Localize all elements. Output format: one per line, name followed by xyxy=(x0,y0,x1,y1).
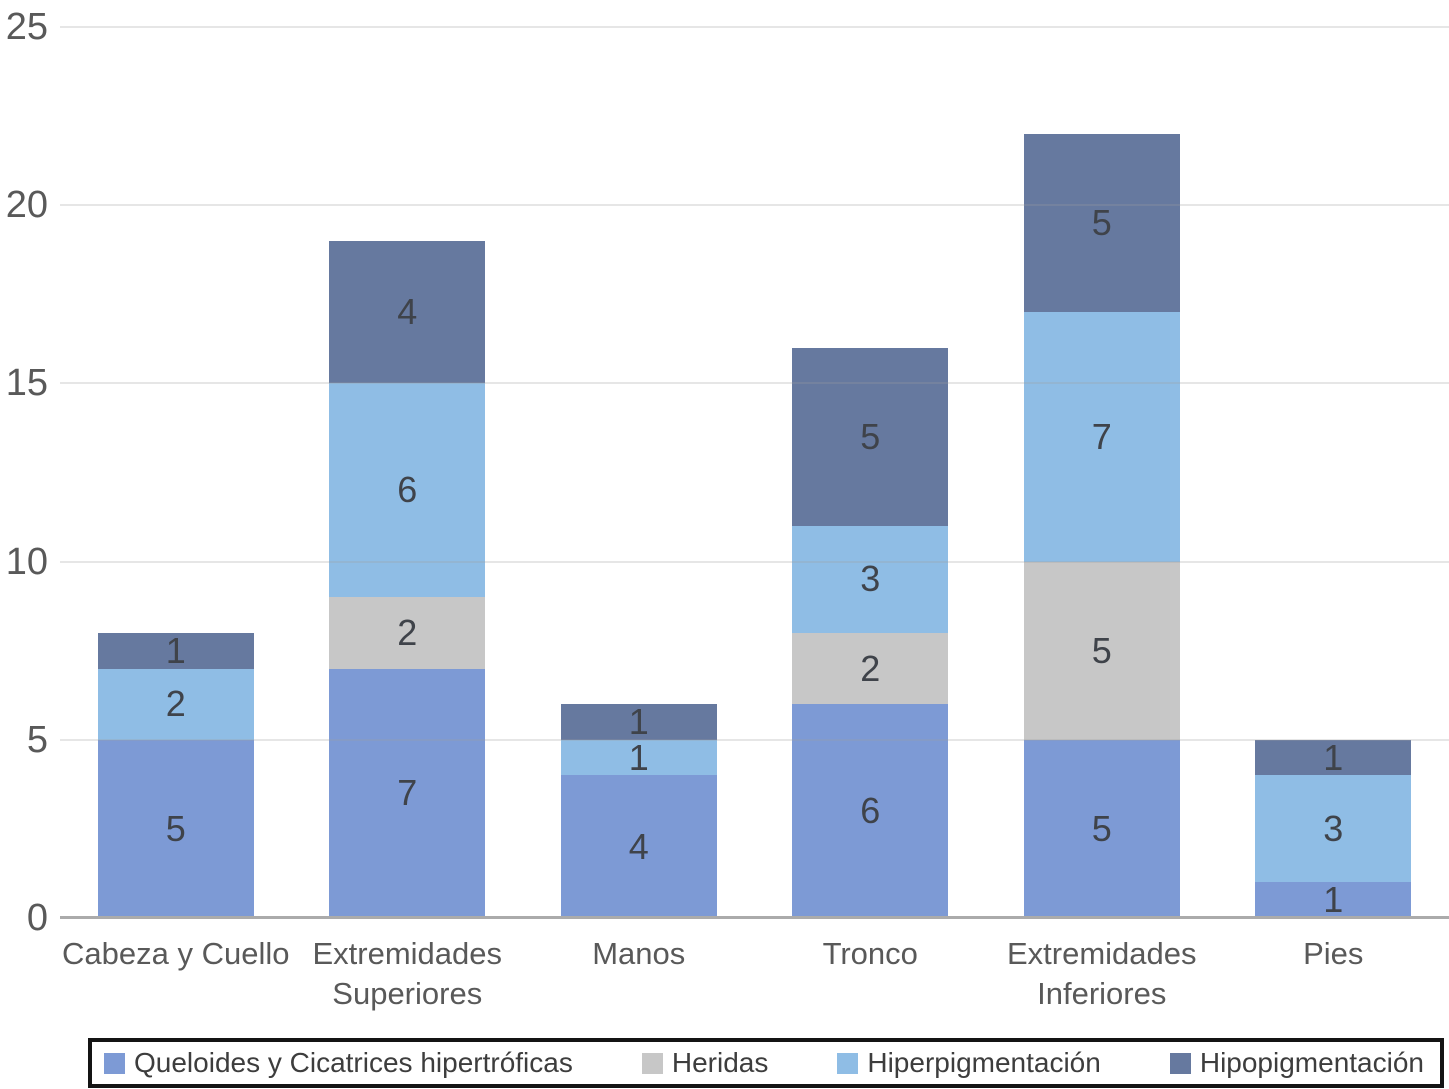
x-axis-label: Extremidades Superiores xyxy=(312,936,503,1011)
legend-label: Queloides y Cicatrices hipertróficas xyxy=(134,1047,573,1078)
bar-segment: 2 xyxy=(329,597,486,669)
legend-label: Hiperpigmentación xyxy=(867,1047,1101,1078)
legend-item: Queloides y Cicatrices hipertróficas xyxy=(104,1047,573,1079)
gridline xyxy=(60,560,1449,563)
bar-value-label: 1 xyxy=(1323,736,1344,778)
bar-segment: 5 xyxy=(1023,561,1180,740)
bar-segment: 5 xyxy=(1023,133,1180,313)
bar-value-label: 3 xyxy=(1323,807,1344,849)
bar-value-label: 5 xyxy=(165,807,186,849)
bar-segment: 3 xyxy=(792,526,949,633)
bar-segment: 6 xyxy=(792,704,949,918)
bar-value-label: 1 xyxy=(165,629,186,671)
bar-value-label: 5 xyxy=(1091,202,1112,244)
bar-segment: 1 xyxy=(97,629,254,671)
gridline xyxy=(60,204,1449,207)
bar-segment: 1 xyxy=(560,701,717,743)
bar-value-label: 1 xyxy=(628,701,649,743)
bar-segment: 4 xyxy=(329,240,486,384)
bar-segment: 3 xyxy=(1255,775,1412,883)
bar-value-label: 5 xyxy=(1091,807,1112,849)
bar-value-label: 5 xyxy=(860,415,881,457)
legend-label: Hipopigmentación xyxy=(1199,1047,1424,1078)
legend-label: Heridas xyxy=(671,1047,769,1078)
bar-segment: 4 xyxy=(560,775,717,918)
bar-extremidades-inferiores: 5 5 7 5 xyxy=(1023,133,1180,918)
bar-value-label: 7 xyxy=(397,772,418,814)
gridline xyxy=(60,382,1449,385)
gridline xyxy=(60,738,1449,741)
bar-tronco: 6 2 3 5 xyxy=(792,347,949,918)
y-tick-label: 0 xyxy=(26,897,48,939)
x-axis-label: Manos xyxy=(592,936,686,971)
bar-value-label: 5 xyxy=(1091,629,1112,671)
bar-value-label: 1 xyxy=(628,736,649,778)
legend-item: Heridas xyxy=(641,1047,769,1079)
bar-value-label: 3 xyxy=(860,558,881,600)
legend-item: Hiperpigmentación xyxy=(837,1047,1101,1079)
legend: Queloides y Cicatrices hipertróficas Heri… xyxy=(88,1038,1444,1088)
y-tick-label: 25 xyxy=(5,6,48,48)
x-axis-label: Tronco xyxy=(822,936,918,971)
bar-segment: 7 xyxy=(1023,312,1180,562)
y-tick-label: 10 xyxy=(5,540,48,583)
legend-swatch-icon xyxy=(641,1052,663,1074)
bar-value-label: 2 xyxy=(165,683,186,725)
bar-segment: 2 xyxy=(97,668,254,740)
x-axis-label: Cabeza y Cuello xyxy=(62,936,290,971)
bar-segment: 5 xyxy=(97,739,254,918)
bar-value-label: 4 xyxy=(397,291,418,333)
bar-value-label: 7 xyxy=(1091,415,1112,457)
bar-value-label: 6 xyxy=(860,790,881,832)
y-tick-label: 5 xyxy=(26,718,48,761)
bar-value-label: 6 xyxy=(397,469,418,511)
bar-segment: 1 xyxy=(1255,736,1412,778)
legend-item: Hipopigmentación xyxy=(1169,1047,1424,1079)
bar-pies: 1 3 1 xyxy=(1255,736,1412,921)
y-tick-label: 15 xyxy=(5,362,48,405)
bar-segment: 7 xyxy=(329,668,486,918)
legend-swatch-icon xyxy=(1169,1052,1191,1074)
y-tick-label: 20 xyxy=(5,184,48,227)
bar-extremidades-superiores: 7 2 6 4 xyxy=(329,240,486,918)
bar-value-label: 4 xyxy=(628,825,649,867)
bar-value-label: 1 xyxy=(1323,879,1344,921)
bar-segment: 5 xyxy=(1023,739,1180,918)
bar-cabeza-y-cuello: 5 2 1 xyxy=(97,629,254,918)
bar-segment: 2 xyxy=(792,632,949,705)
bar-segment: 1 xyxy=(1255,879,1412,921)
bar-value-label: 2 xyxy=(397,611,418,653)
bar-segment: 6 xyxy=(329,383,486,598)
x-axis-line xyxy=(60,916,1449,919)
x-axis-label: Extremidades Inferiores xyxy=(1006,936,1197,1011)
x-axis-labels: Cabeza y Cuello Extremidades Superiores Ma… xyxy=(60,934,1449,1024)
legend-swatch-icon xyxy=(837,1052,859,1074)
bar-segment: 1 xyxy=(560,736,717,778)
x-axis-label: Pies xyxy=(1303,936,1364,971)
gridline xyxy=(60,26,1449,28)
legend-swatch-icon xyxy=(104,1052,125,1074)
bar-segment: 5 xyxy=(792,347,949,526)
bar-value-label: 2 xyxy=(860,647,881,689)
